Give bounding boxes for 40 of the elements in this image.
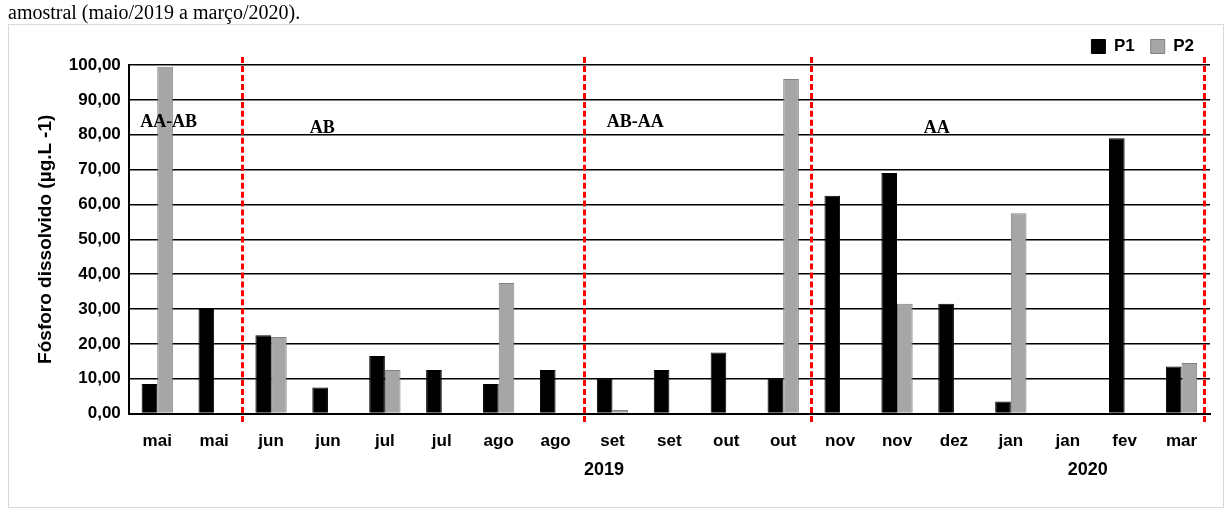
x-tick-label: jun (314, 431, 341, 451)
x-tick-label: out (769, 431, 797, 451)
x-tick-label: fev (1112, 431, 1138, 451)
annotation: AA-AB (140, 110, 198, 131)
y-axis-title: Fósforo dissolvido (µg.L -1) (33, 114, 55, 364)
y-tick-label: 100,00 (68, 54, 121, 74)
x-tick-label: jan (997, 431, 1024, 451)
annotation: AA (923, 116, 950, 137)
y-tick-label: 70,00 (78, 159, 121, 179)
x-tick-label: out (713, 431, 740, 451)
text: amostral (maio/2019 a março/2020). (8, 1, 301, 24)
x-tick-label: set (657, 431, 683, 451)
legend-label: P1 (1113, 36, 1135, 56)
y-tick-label: 90,00 (78, 89, 121, 109)
x-tick-label: jan (1054, 431, 1081, 451)
x-tick-label: ago (540, 431, 571, 451)
x-tick-label: mai (142, 431, 172, 451)
x-tick-label: set (600, 431, 626, 451)
x-tick-label: jul (373, 431, 395, 451)
y-tick-label: 40,00 (78, 263, 121, 283)
x-tick-label: jul (430, 431, 452, 451)
y-tick-label: 60,00 (78, 194, 121, 214)
x-tick-label: mai (199, 431, 229, 451)
x-tick-label: nov (825, 431, 856, 451)
y-tick-label: 30,00 (78, 298, 121, 318)
x-tick-label: jun (257, 431, 284, 451)
x-tick-label: ago (483, 431, 514, 451)
text: 2020 (1067, 458, 1108, 479)
x-tick-label: dez (939, 431, 969, 451)
annotation: AB-AA (606, 110, 664, 131)
y-tick-label: 0,00 (87, 403, 121, 423)
y-tick-label: 10,00 (78, 368, 121, 388)
y-tick-label: 80,00 (78, 124, 121, 144)
text: 2019 (583, 458, 624, 479)
y-tick-label: 20,00 (78, 333, 121, 353)
legend-label: P2 (1173, 36, 1194, 56)
x-tick-label: nov (881, 431, 913, 451)
y-tick-label: 50,00 (78, 228, 121, 248)
x-tick-label: mar (1165, 431, 1198, 451)
annotation: AB (309, 116, 335, 137)
